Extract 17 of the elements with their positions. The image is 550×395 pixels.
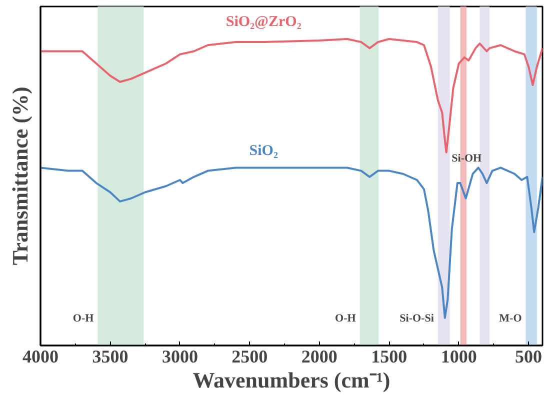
x-axis-title: Wavenumbers (cm⁻¹) (192, 368, 390, 392)
annotation: Si-OH (452, 152, 482, 165)
band-label: O-H (335, 312, 356, 324)
series-label: SiO₂@ZrO₂ (226, 14, 302, 30)
series-label: SiO₂ (249, 142, 278, 159)
x-tick-label: 2500 (232, 346, 268, 366)
x-tick-label: 2000 (301, 346, 338, 366)
x-tick-label: 3000 (162, 346, 198, 366)
x-tick-label: 500 (515, 346, 542, 366)
x-tick-label: 1500 (371, 346, 408, 366)
y-axis-title: Transmittance (%) (8, 86, 32, 266)
x-tick-label: 4000 (22, 346, 58, 366)
x-tick-label: 1000 (440, 346, 477, 366)
band-label: O-H (72, 312, 94, 324)
band-label: M-O (499, 312, 522, 324)
x-tick-label: 3500 (92, 346, 128, 366)
band-label: Si-O-Si (400, 312, 434, 324)
